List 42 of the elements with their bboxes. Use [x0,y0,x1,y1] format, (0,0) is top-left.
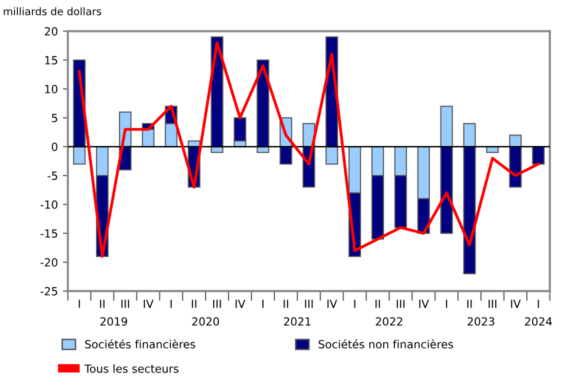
x-tick-label: III [305,300,313,308]
x-tick-label: IV [511,300,521,308]
x-tick-label: II [100,300,104,308]
x-tick-label: II [467,300,472,308]
y-tick-label: -20 [40,258,58,267]
x-tick-label: III [213,300,221,308]
x-tick-label: II [284,300,288,308]
y-tick-label: 0 [52,142,58,152]
x-tick-label: IV [144,300,154,308]
legend-label: Sociétés non financières [318,339,454,348]
y-tick-label: -5 [48,172,58,180]
y-tick-label: 5 [52,114,58,122]
x-tick-label: IV [419,300,429,308]
x-tick-label: I [538,300,539,308]
x-tick-label: III [488,300,496,308]
y-tick-label: -10 [40,200,58,209]
text: 2022 [376,317,402,326]
x-tick-label: II [376,300,380,308]
x-tick-label: III [121,300,130,308]
x-tick-label: IV [327,300,338,308]
y-tick-label: 15 [45,56,58,64]
y-tick-label: -15 [40,229,58,238]
y-tick-label: 20 [44,27,58,36]
x-tick-label: II [192,300,196,308]
x-tick-label: IV [236,300,246,308]
x-tick-label: I [354,300,356,308]
line-series [78,41,540,258]
x-tick-label: I [78,300,80,308]
x-tick-label: I [446,300,448,308]
y-axis-title: milliards de dollars [4,7,102,16]
y-tick-label: -25 [40,287,58,296]
x-tick-label: III [396,300,404,308]
text: 2020 [192,317,219,326]
legend-label: Sociétés financières [85,339,196,348]
x-tick-label: I [170,300,172,308]
text: 2024 [525,317,552,326]
y-tick-label: 10 [45,84,58,94]
legend-label: Tous les secteurs [84,364,179,373]
x-tick-label: I [262,300,264,308]
text: 2023 [468,317,494,326]
text: 2021 [284,317,310,326]
text: 2019 [100,317,128,326]
